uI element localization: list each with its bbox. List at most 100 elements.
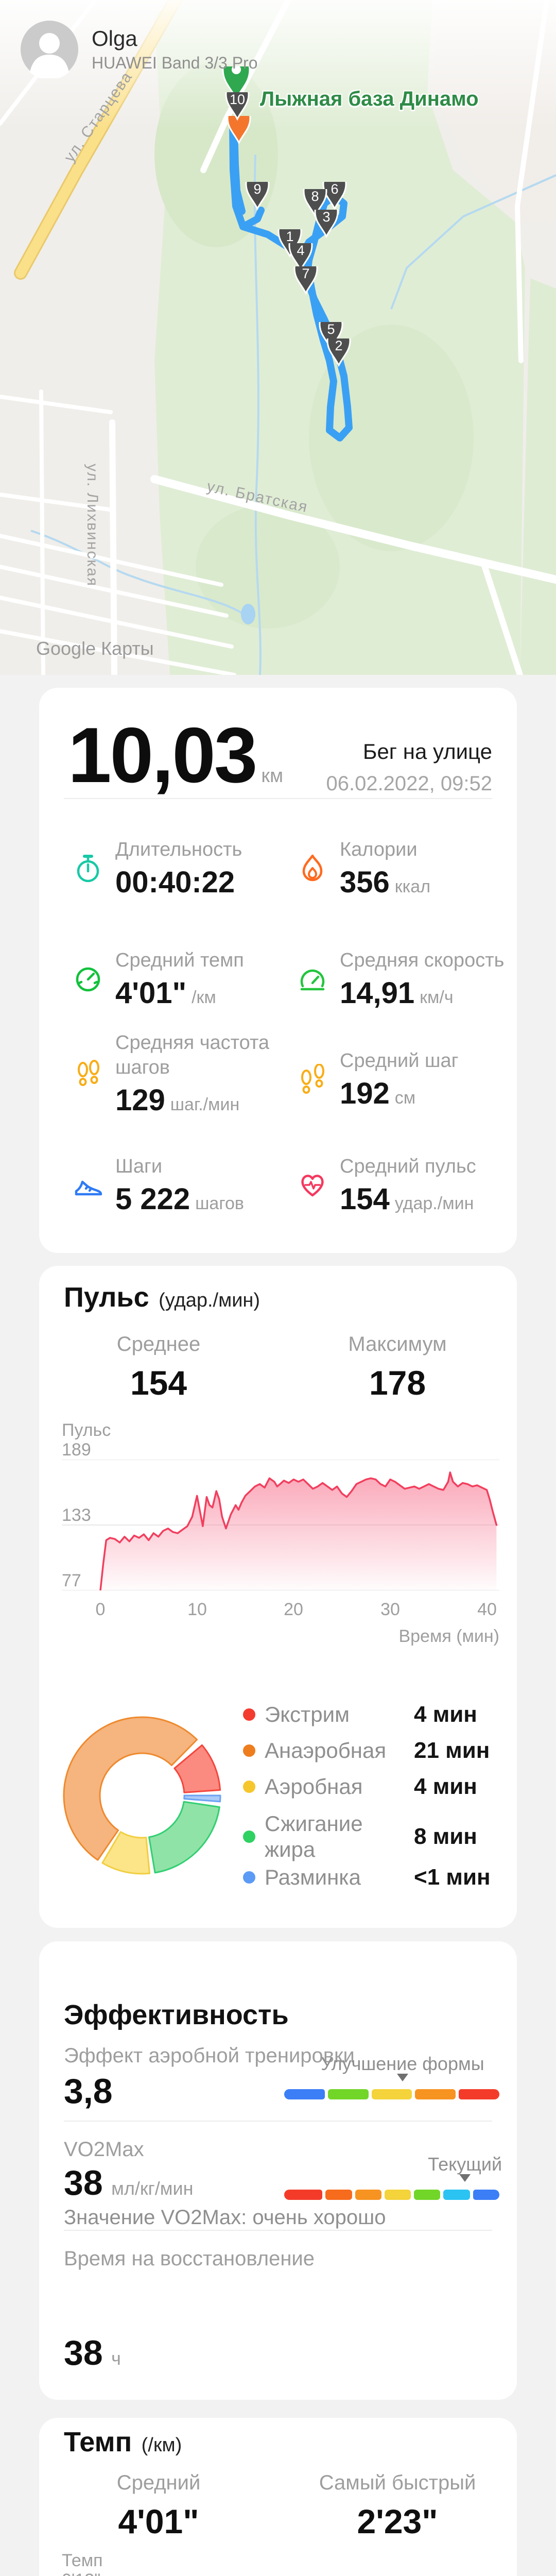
zone-slice <box>101 1831 151 1875</box>
stat-value: 192 <box>340 1077 390 1110</box>
aerobic-effect-value: 3,8 <box>64 2072 113 2111</box>
scale-segment <box>443 2190 470 2200</box>
scale-marker-label: Улучшение формы <box>321 2053 484 2074</box>
section-unit: (удар./мин) <box>159 1290 260 1311</box>
stat-steps: Шаги 5 222 шагов <box>72 1154 244 1216</box>
stat-value: 129 <box>115 1083 165 1117</box>
stat-value: 00:40:22 <box>115 866 235 899</box>
scale-segment <box>459 2089 499 2099</box>
user-header: Olga HUAWEI Band 3/3 Pro <box>21 21 258 78</box>
stat-label: Средний пульс <box>340 1156 476 1177</box>
divider <box>64 798 492 799</box>
effectiveness-card: Эффективность Эффект аэробной тренировки… <box>39 1941 517 2400</box>
zone-slice <box>63 1716 198 1861</box>
start-location-label: Лыжная база Динамо <box>260 88 479 110</box>
scale-bar <box>284 2089 499 2099</box>
stat-label: Средний шаг <box>340 1050 459 1072</box>
svg-text:7: 7 <box>302 266 309 281</box>
summary-card: 10,03 км Бег на улице 06.02.2022, 09:52 … <box>39 688 517 1253</box>
zone-row: Сжигание жира 8 мин <box>243 1811 495 1862</box>
section-title: Эффективность <box>64 1999 289 2030</box>
stat-avg-hr: Средний пульс 154 удар./мин <box>297 1154 476 1216</box>
stat-label: Средняя скорость <box>340 950 505 971</box>
svg-text:2: 2 <box>335 338 342 353</box>
stride-footprints-icon <box>301 1063 324 1094</box>
map-pin-1: 1 <box>277 229 302 258</box>
pace-avg-fastest: Средний 4'01" Самый быстрый 2'23" <box>116 2471 476 2540</box>
scale-segment <box>284 2089 325 2099</box>
zone-slice <box>173 1744 221 1793</box>
svg-text:5: 5 <box>327 322 335 337</box>
stat-label: Средний темп <box>115 950 244 971</box>
svg-text:6: 6 <box>331 182 338 197</box>
map-pin-5: 5 <box>319 322 343 351</box>
map-pin-3: 3 <box>314 210 339 239</box>
scale-segment <box>384 2190 411 2200</box>
zone-row: Разминка <1 мин <box>243 1865 495 1890</box>
hr-avg-max: Среднее 154 Максимум 178 <box>39 1333 517 1402</box>
distance-value: 10,03 <box>68 711 257 799</box>
stat-label: Длительность <box>115 839 242 860</box>
avg-value: 154 <box>130 1364 187 1402</box>
avatar <box>21 21 78 78</box>
map-pin-8: 8 <box>303 189 327 218</box>
scale-segment <box>473 2190 500 2200</box>
device-name: HUAWEI Band 3/3 Pro <box>92 54 258 72</box>
start-pin <box>222 66 251 100</box>
activity-datetime: 06.02.2022, 09:52 <box>326 772 492 795</box>
scale-segment <box>355 2190 381 2200</box>
section-title: Пульс <box>64 1282 149 1313</box>
stat-label: Шаги <box>115 1156 163 1177</box>
zone-dot <box>243 1781 255 1793</box>
map-top-fade <box>0 0 556 129</box>
training-effect-scale: Улучшение формы <box>284 2053 499 2105</box>
scale-marker-arrow <box>459 2174 471 2188</box>
map-pin-9: 9 <box>245 182 270 211</box>
stat-avg-cadence: Средняя частота шагов 129 шаг./мин <box>72 1030 285 1117</box>
zone-row: Анаэробная 21 мин <box>243 1738 495 1764</box>
stat-value: 356 <box>340 866 390 899</box>
map-pin-7: 7 <box>293 266 318 295</box>
vo2max-label: VO2Max <box>64 2138 144 2161</box>
route-map[interactable]: ул. Старцева ул. Лихвинская ул. Братская… <box>0 0 556 675</box>
pace-card: Темп (/км) Средний 4'01" Самый быстрый 2… <box>39 2418 517 2576</box>
svg-text:9: 9 <box>253 182 261 197</box>
zone-slice <box>148 1801 220 1874</box>
speedometer-icon <box>300 969 325 990</box>
recovery-label: Время на восстановление <box>64 2247 315 2270</box>
max-value: 178 <box>369 1364 426 1402</box>
map-pin-10: 10 <box>225 92 250 121</box>
zone-dot <box>243 1744 255 1757</box>
shoe-icon <box>75 1180 102 1195</box>
stat-avg-speed: Средняя скорость 14,91 км/ч <box>297 948 504 1010</box>
distance-unit: км <box>261 765 284 787</box>
heart-icon <box>301 1174 324 1196</box>
scale-marker-label: Текущий <box>428 2154 502 2175</box>
stat-value: 4'01" <box>115 976 187 1010</box>
svg-text:8: 8 <box>311 189 319 204</box>
stopwatch-icon <box>77 854 99 882</box>
pace-gauge-icon <box>76 967 100 991</box>
section-unit: (/км) <box>141 2434 182 2456</box>
stat-label: Средняя частота шагов <box>115 1032 270 1078</box>
stat-label: Калории <box>340 839 418 860</box>
footprints-icon <box>78 1059 99 1086</box>
stat-value: 5 222 <box>115 1182 190 1216</box>
recovery-value: 38 <box>64 2333 103 2372</box>
stat-avg-pace: Средний темп 4'01"/км <box>72 948 244 1010</box>
hr-zones-donut <box>63 1716 221 1875</box>
vo2max-note: Значение VO2Max: очень хорошо <box>64 2206 386 2229</box>
heart-rate-chart <box>62 1460 499 1590</box>
zone-dot <box>243 1871 255 1884</box>
svg-text:4: 4 <box>297 243 304 258</box>
scale-segment <box>371 2089 412 2099</box>
stat-calories: Калории 356 ккал <box>297 837 430 900</box>
user-name: Olga <box>92 26 137 50</box>
zone-dot <box>243 1831 255 1843</box>
svg-text:1: 1 <box>286 229 293 244</box>
street-label: ул. Лихвинская <box>84 464 101 587</box>
zone-row: Экстрим 4 мин <box>243 1702 495 1727</box>
zone-dot <box>243 1708 255 1721</box>
google-maps-watermark: Google Карты <box>36 638 154 659</box>
scale-segment <box>325 2190 352 2200</box>
